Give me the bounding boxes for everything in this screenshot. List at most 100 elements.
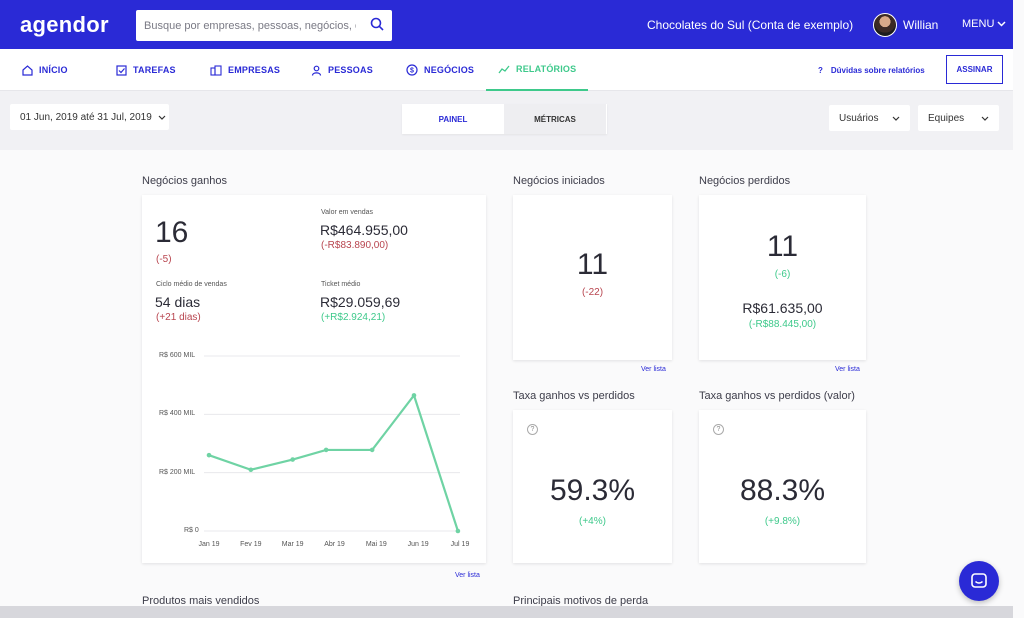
- right-edge: [1013, 0, 1024, 618]
- chat-launcher-button[interactable]: [959, 561, 999, 601]
- ticket-label: Ticket médio: [321, 281, 361, 288]
- date-range-picker[interactable]: 01 Jun, 2019 até 31 Jul, 2019: [10, 104, 169, 130]
- rate-value: 59.3%: [549, 474, 636, 507]
- teams-select-label: Equipes: [928, 112, 965, 124]
- question-icon: ?: [818, 65, 823, 75]
- users-select-label: Usuários: [839, 112, 879, 124]
- started-list-link[interactable]: Ver lista: [641, 366, 666, 373]
- data-point[interactable]: [369, 447, 375, 453]
- menu-button[interactable]: MENU: [962, 18, 1006, 30]
- x-tick-label: Fev 19: [240, 541, 262, 548]
- svg-text:$: $: [410, 68, 414, 75]
- lost-list-link[interactable]: Ver lista: [835, 366, 860, 373]
- started-title: Negócios iniciados: [513, 175, 605, 187]
- search-input[interactable]: [136, 10, 356, 41]
- won-count-delta: (-5): [156, 254, 172, 265]
- building-icon: [210, 64, 222, 76]
- data-point[interactable]: [323, 447, 329, 453]
- chevron-down-icon: [158, 115, 166, 120]
- help-label: Dúvidas sobre relatórios: [830, 65, 925, 75]
- x-tick-label: Abr 19: [324, 541, 345, 548]
- won-list-link[interactable]: Ver lista: [455, 572, 480, 579]
- sales-value: R$464.955,00: [320, 222, 408, 238]
- rate-value-delta: (+9.8%): [764, 516, 801, 527]
- y-tick-label: R$ 0: [184, 527, 199, 534]
- x-tick-label: Jan 19: [198, 541, 219, 548]
- rate-title: Taxa ganhos vs perdidos: [513, 390, 635, 402]
- cycle-value: 54 dias: [155, 294, 201, 310]
- nav-empresas[interactable]: EMPRESAS: [210, 49, 280, 91]
- lost-delta: (-6): [774, 269, 791, 280]
- started-card: [513, 195, 672, 360]
- lost-count: 11: [766, 230, 799, 263]
- rate-value-title: Taxa ganhos vs perdidos (valor): [699, 390, 855, 402]
- help-icon[interactable]: ?: [527, 424, 538, 435]
- chevron-down-icon: [981, 116, 989, 121]
- chevron-down-icon: [892, 116, 900, 121]
- nav-inicio[interactable]: INÍCIO: [22, 49, 68, 91]
- ticket-value: R$29.059,69: [320, 294, 401, 310]
- y-tick-label: R$ 400 MIL: [159, 410, 196, 417]
- menu-label: MENU: [962, 18, 995, 30]
- bottom-edge: [0, 606, 1013, 618]
- nav-tarefas[interactable]: TAREFAS: [116, 49, 176, 91]
- ticket-delta: (+R$2.924,21): [321, 312, 386, 323]
- user-name[interactable]: Willian: [903, 18, 939, 32]
- teams-select[interactable]: Equipes: [918, 105, 999, 131]
- loss-reasons-title: Principais motivos de perda: [513, 595, 649, 607]
- won-line-chart: Jan 19 Fev 19 Mar 19 Abr 19 Mai 19 Jun 19 Jul …: [198, 355, 470, 548]
- x-tick-label: Mar 19: [282, 541, 304, 548]
- agendor-logo[interactable]: agendor: [20, 12, 109, 37]
- tab-painel[interactable]: PAINEL: [402, 104, 504, 134]
- users-select[interactable]: Usuários: [829, 105, 910, 131]
- rate-card: [513, 410, 672, 563]
- cycle-label: Ciclo médio de vendas: [156, 281, 227, 288]
- lost-title: Negócios perdidos: [699, 175, 791, 187]
- main-nav: INÍCIO TAREFAS EMPRESAS PESSOAS $ NEGÓCI…: [0, 49, 1013, 91]
- nav-inicio-label: INÍCIO: [39, 65, 68, 75]
- nav-relatorios-label: RELATÓRIOS: [516, 64, 577, 74]
- y-tick-label: R$ 200 MIL: [159, 469, 196, 476]
- cycle-delta: (+21 dias): [156, 312, 201, 323]
- data-point[interactable]: [290, 457, 295, 462]
- nav-tarefas-label: TAREFAS: [133, 65, 176, 75]
- nav-negocios[interactable]: $ NEGÓCIOS: [406, 49, 474, 91]
- x-tick-label: Jul 19: [451, 541, 470, 548]
- tab-metricas[interactable]: MÉTRICAS: [504, 104, 606, 134]
- started-delta: (-22): [581, 287, 604, 298]
- data-point[interactable]: [411, 393, 417, 398]
- products-title: Produtos mais vendidos: [142, 595, 260, 607]
- account-name[interactable]: Chocolates do Sul (Conta de exemplo): [647, 18, 854, 32]
- search-box[interactable]: [136, 10, 392, 41]
- rate-value-value: 88.3%: [739, 474, 826, 507]
- started-count: 11: [576, 248, 609, 281]
- data-point[interactable]: [206, 452, 212, 458]
- won-card: [142, 195, 486, 563]
- chat-icon: [971, 573, 987, 588]
- home-icon: [22, 64, 33, 76]
- lost-value: R$61.635,00: [742, 300, 823, 316]
- help-icon[interactable]: ?: [713, 424, 724, 435]
- date-range-label: 01 Jun, 2019 até 31 Jul, 2019: [20, 111, 152, 123]
- lost-value-delta: (-R$88.445,00): [748, 319, 817, 330]
- sales-value-label: Valor em vendas: [321, 209, 374, 216]
- rate-delta: (+4%): [579, 516, 606, 527]
- help-link[interactable]: ? Dúvidas sobre relatórios: [818, 49, 925, 91]
- won-title: Negócios ganhos: [142, 175, 228, 187]
- user-avatar[interactable]: [873, 13, 897, 37]
- rate-value-card: [699, 410, 866, 563]
- nav-negocios-label: NEGÓCIOS: [424, 65, 475, 75]
- y-tick-label: R$ 600 MIL: [159, 352, 196, 359]
- x-tick-label: Jun 19: [408, 541, 429, 548]
- lost-card: [699, 195, 866, 360]
- x-tick-label: Mai 19: [366, 541, 387, 548]
- nav-relatorios[interactable]: RELATÓRIOS: [486, 49, 589, 91]
- won-count: 16: [155, 216, 189, 249]
- search-icon[interactable]: [370, 17, 384, 36]
- assinar-button[interactable]: ASSINAR: [946, 55, 1003, 84]
- nav-pessoas[interactable]: PESSOAS: [311, 49, 373, 91]
- nav-pessoas-label: PESSOAS: [328, 65, 373, 75]
- data-point[interactable]: [455, 528, 461, 534]
- view-tabs: PAINEL MÉTRICAS: [402, 104, 607, 134]
- data-point[interactable]: [248, 467, 254, 473]
